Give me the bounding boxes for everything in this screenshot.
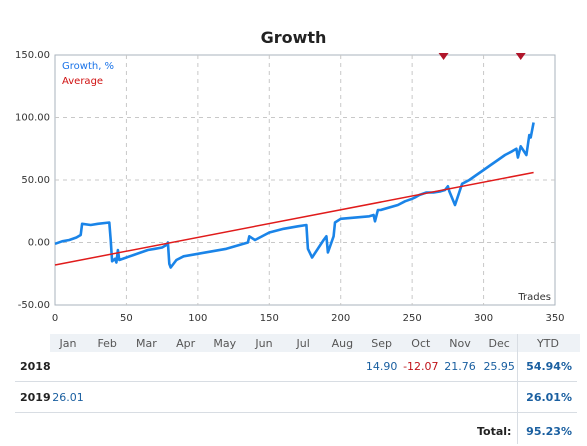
month-value-dec: 25.95 xyxy=(483,360,515,373)
x-tick-label: 50 xyxy=(120,313,133,324)
month-header-jan: Jan xyxy=(59,337,77,350)
triangle-down-marker xyxy=(438,53,449,60)
year-row-2018: 2018 14.90 -12.07 21.76 25.95 54.94% xyxy=(0,354,587,382)
month-header-dec: Dec xyxy=(488,337,510,350)
ytd-value: 26.01% xyxy=(526,391,572,404)
month-header-apr: Apr xyxy=(176,337,196,350)
month-header-nov: Nov xyxy=(449,337,471,350)
y-tick-label: 0.00 xyxy=(28,238,50,249)
growth-chart: 150.00 100.00 50.00 0.00 -50.000 50 100 150 200 2… xyxy=(15,50,565,324)
month-header-feb: Feb xyxy=(97,337,117,350)
month-header-may: May xyxy=(213,337,237,350)
year-row-2019: 2019 26.01 26.01% xyxy=(0,385,587,413)
legend-growth: Growth, % xyxy=(62,61,114,72)
month-value-oct: -12.07 xyxy=(403,360,439,373)
total-value: 95.23% xyxy=(526,425,572,438)
chart-title: Growth xyxy=(260,28,327,47)
x-tick-label: 0 xyxy=(52,313,58,324)
x-tick-label: 200 xyxy=(331,313,350,324)
year-label: 2018 xyxy=(20,360,51,373)
x-tick-label: 350 xyxy=(545,313,564,324)
month-value-sep: 14.90 xyxy=(365,360,398,373)
month-header-sep: Sep xyxy=(371,337,392,350)
month-value-nov: 21.76 xyxy=(444,360,476,373)
y-tick-label: 100.00 xyxy=(15,113,50,124)
average-series-line xyxy=(54,171,534,266)
ytd-header: YTD xyxy=(537,337,559,350)
month-header-oct: Oct xyxy=(411,337,431,350)
ytd-value: 54.94% xyxy=(526,360,572,373)
total-label: Total: xyxy=(477,425,512,438)
month-header-jul: Jul xyxy=(296,337,310,350)
month-value-jan: 26.01 xyxy=(52,391,84,404)
x-axis-label: Trades xyxy=(517,292,551,303)
x-tick-label: 100 xyxy=(188,313,207,324)
triangle-down-marker xyxy=(515,53,526,60)
year-label: 2019 xyxy=(20,391,51,404)
months-header: Jan Feb Mar Apr May Jun Jul Aug Sep Oct Nov Dec YTD xyxy=(50,334,580,352)
month-header-jun: Jun xyxy=(255,337,273,350)
row-divider xyxy=(15,412,577,413)
y-tick-label: -50.00 xyxy=(18,300,50,311)
x-tick-label: 300 xyxy=(474,313,493,324)
x-tick-label: 150 xyxy=(260,313,279,324)
legend-average: Average xyxy=(62,76,103,87)
ytd-separator xyxy=(517,334,518,444)
x-tick-label: 250 xyxy=(403,313,422,324)
month-header-mar: Mar xyxy=(136,337,157,350)
row-divider xyxy=(15,381,577,382)
y-tick-label: 150.00 xyxy=(15,50,50,61)
y-tick-label: 50.00 xyxy=(21,175,50,186)
growth-series-line xyxy=(54,122,535,269)
month-header-aug: Aug xyxy=(331,337,354,350)
